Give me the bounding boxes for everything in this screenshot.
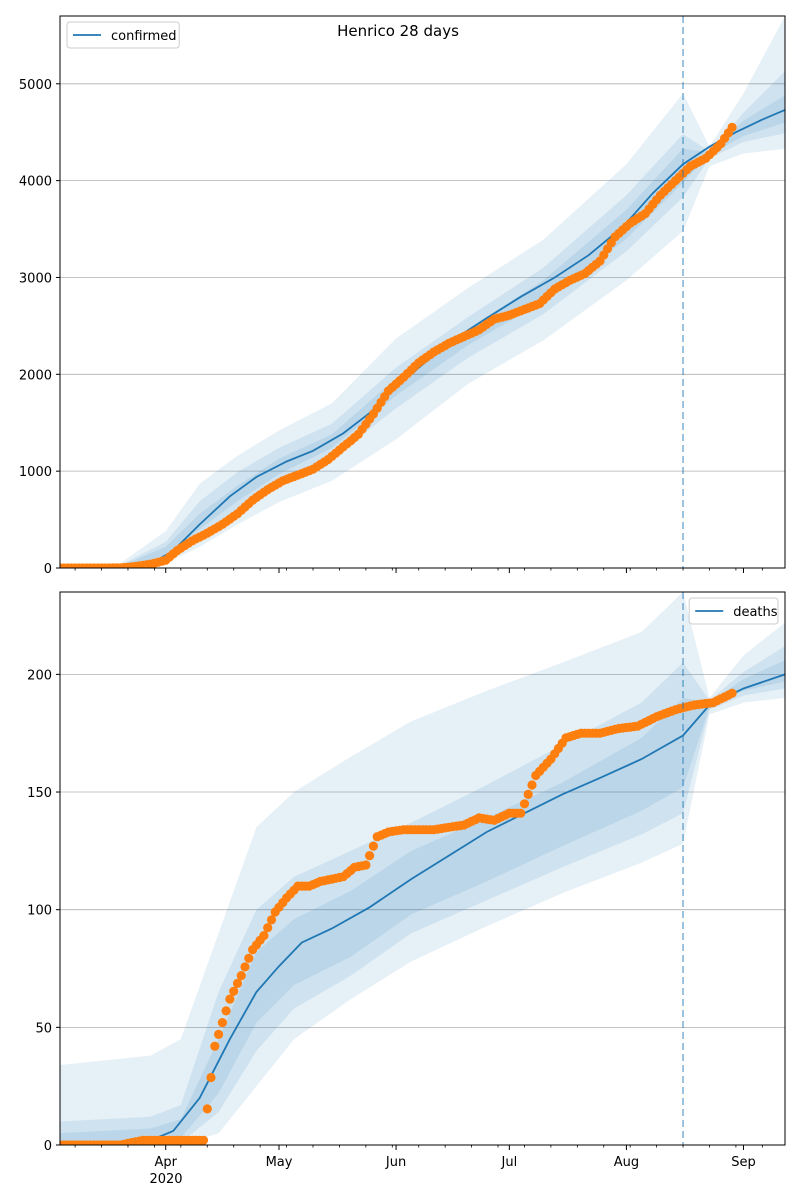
observed-point (198, 1135, 209, 1145)
y-tick-label: 1000 (19, 465, 52, 480)
observed-point (263, 923, 273, 933)
observed-point (210, 1041, 220, 1051)
y-tick-label: 150 (27, 786, 52, 801)
y-tick-label: 2000 (19, 368, 52, 383)
observed-point (368, 841, 378, 851)
observed-point (259, 931, 269, 941)
observed-point (266, 915, 277, 925)
x-tick-label: May (266, 1155, 293, 1170)
x-tick-label: Jun (385, 1155, 406, 1170)
y-tick-label: 3000 (19, 271, 52, 286)
deaths-panel: 0 50 100 150 200 Apr May Jun Jul Aug Sep deaths (27, 591, 786, 1170)
observed-point (519, 799, 530, 809)
observed-point (365, 851, 375, 861)
uncertainty-band-outer (120, 16, 785, 568)
axes-frame (59, 15, 786, 569)
x-year-label: 2020 (149, 1172, 182, 1187)
plot-area (60, 592, 785, 1145)
observed-point (217, 1018, 227, 1028)
legend: deaths (688, 597, 779, 625)
plot-area (60, 16, 785, 568)
y-tick-label: 0 (44, 562, 52, 577)
observed-point (727, 688, 737, 698)
figure-title: Henrico 28 days (337, 22, 459, 40)
observed-point (225, 994, 235, 1004)
legend-label: confirmed (111, 29, 177, 44)
observed-point (244, 953, 254, 963)
observed-point (232, 978, 243, 989)
legend-label: deaths (733, 605, 778, 620)
y-tick-label: 5000 (19, 78, 52, 93)
observed-point (240, 962, 250, 972)
y-tick-label: 4000 (19, 175, 52, 190)
legend-box (66, 21, 180, 49)
x-tick-label: Jul (501, 1155, 518, 1170)
uncertainty-band-inner (60, 660, 785, 1145)
observed-point (236, 971, 246, 981)
confirmed-panel: 0 1000 2000 3000 4000 5000 confirmed (19, 15, 786, 577)
y-tick-label: 0 (44, 1139, 52, 1154)
observed-point (229, 986, 239, 996)
legend-box (688, 597, 779, 625)
x-tick-label: Sep (731, 1155, 756, 1170)
axes-frame (59, 591, 786, 1146)
observed-point (361, 860, 371, 870)
observed-point (214, 1029, 224, 1039)
observed-point (527, 780, 537, 790)
uncertainty-band-middle (120, 71, 785, 568)
legend: confirmed (66, 21, 180, 49)
y-tick-label: 100 (27, 904, 52, 919)
x-tick-label: Aug (614, 1155, 639, 1170)
observed-point (516, 808, 526, 818)
x-tick-label: Apr (154, 1155, 177, 1170)
y-tick-label: 200 (27, 668, 52, 683)
observed-point (523, 789, 533, 800)
observed-point (221, 1006, 231, 1016)
observed-point (727, 122, 737, 132)
y-tick-label: 50 (35, 1021, 52, 1036)
observed-point (206, 1072, 216, 1083)
model-line-deaths (60, 673, 785, 1145)
observed-point (202, 1104, 212, 1114)
